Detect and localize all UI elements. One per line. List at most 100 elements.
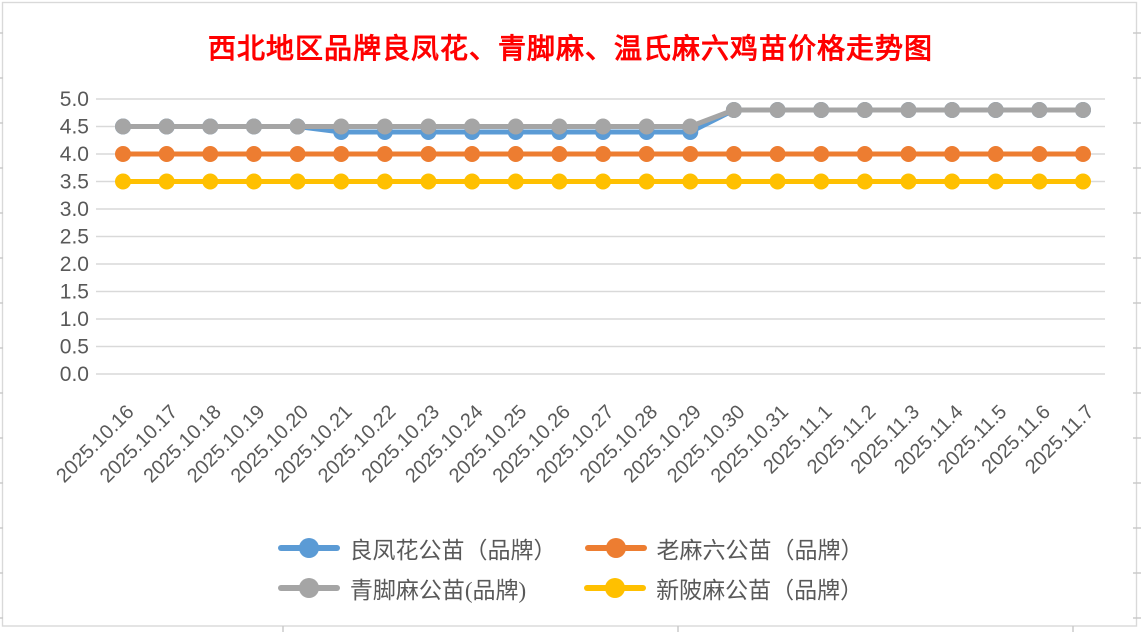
- data-point: [725, 146, 742, 162]
- legend-line-marker-icon: [277, 578, 340, 598]
- data-point: [376, 173, 393, 190]
- data-point: [813, 102, 830, 118]
- data-point: [202, 173, 219, 190]
- data-point: [289, 146, 306, 162]
- data-point: [769, 102, 786, 118]
- legend-label: 新陂麻公苗（品牌）: [656, 578, 864, 603]
- data-point: [245, 118, 262, 135]
- data-point: [507, 146, 524, 162]
- data-point: [289, 118, 306, 135]
- data-point: [944, 102, 961, 118]
- legend-label: 良凤花公苗（品牌）: [349, 538, 557, 563]
- legend-item-series-2: 青脚麻公苗(品牌): [277, 571, 527, 605]
- data-point: [813, 173, 830, 190]
- data-point: [856, 102, 873, 118]
- data-point: [1031, 102, 1048, 118]
- y-tick-label: 2.5: [60, 226, 89, 249]
- data-point: [551, 173, 568, 190]
- data-point: [638, 173, 655, 190]
- data-point: [856, 173, 873, 190]
- series-3: [115, 173, 1091, 190]
- data-point: [420, 173, 437, 190]
- data-point: [987, 102, 1004, 118]
- legend-line-marker-icon: [584, 538, 647, 558]
- legend-line-marker-icon: [584, 578, 647, 598]
- y-tick-label: 0.5: [60, 336, 89, 359]
- y-tick-label: 5.0: [60, 88, 89, 111]
- data-point: [158, 146, 175, 162]
- legend-label: 青脚麻公苗(品牌): [349, 578, 527, 603]
- y-tick-label: 1.0: [60, 308, 89, 331]
- data-point: [595, 173, 611, 190]
- legend-item-series-3: 新陂麻公苗（品牌）: [584, 571, 863, 605]
- y-tick-label: 3.5: [60, 171, 89, 194]
- y-tick-label: 0.0: [60, 363, 89, 386]
- data-point: [638, 118, 655, 135]
- series-lines: [115, 102, 1091, 190]
- data-point: [333, 173, 350, 190]
- data-point: [682, 146, 699, 162]
- y-tick-label: 4.5: [60, 116, 89, 139]
- legend-line-marker-icon: [277, 538, 340, 558]
- data-point: [595, 118, 611, 135]
- data-point: [1031, 146, 1048, 162]
- data-point: [551, 118, 568, 135]
- data-point: [725, 173, 742, 190]
- data-point: [900, 173, 917, 190]
- chart-title: 西北地区品牌良凤花、青脚麻、温氏麻六鸡苗价格走势图: [207, 34, 933, 65]
- data-point: [769, 173, 786, 190]
- data-point: [987, 146, 1004, 162]
- data-point: [376, 118, 393, 135]
- data-point: [464, 146, 481, 162]
- data-point: [464, 118, 481, 135]
- data-point: [464, 173, 481, 190]
- data-point: [1075, 146, 1091, 162]
- data-point: [944, 146, 961, 162]
- data-point: [900, 146, 917, 162]
- data-point: [245, 173, 262, 190]
- y-tick-label: 4.0: [60, 143, 89, 166]
- data-point: [682, 118, 699, 135]
- data-point: [856, 146, 873, 162]
- y-tick-label: 1.5: [60, 281, 89, 304]
- data-point: [1075, 173, 1091, 190]
- data-point: [900, 102, 917, 118]
- series-2: [115, 102, 1091, 135]
- data-point: [202, 118, 219, 135]
- legend-item-series-1: 老麻六公苗（品牌）: [584, 531, 864, 565]
- data-point: [1031, 173, 1048, 190]
- legend-dot-icon: [605, 578, 626, 598]
- data-point: [376, 146, 393, 162]
- legend-dot-icon: [298, 538, 319, 558]
- data-point: [507, 173, 524, 190]
- data-point: [1075, 102, 1091, 118]
- data-point: [158, 173, 175, 190]
- data-point: [987, 173, 1004, 190]
- legend: 良凤花公苗（品牌） 老麻六公苗（品牌） 青脚麻公苗(品牌) 新陂麻公苗（品牌）: [0, 528, 1141, 608]
- data-point: [245, 146, 262, 162]
- data-point: [333, 146, 350, 162]
- data-point: [158, 118, 175, 135]
- data-point: [333, 118, 350, 135]
- data-point: [769, 146, 786, 162]
- data-point: [115, 118, 131, 135]
- data-point: [725, 102, 742, 118]
- legend-row: 青脚麻公苗(品牌) 新陂麻公苗（品牌）: [277, 568, 863, 608]
- data-point: [813, 146, 830, 162]
- data-point: [289, 173, 306, 190]
- legend-dot-icon: [298, 578, 319, 598]
- data-point: [115, 173, 131, 190]
- x-axis-labels: 2025.10.162025.10.172025.10.182025.10.19…: [52, 401, 1098, 487]
- data-point: [202, 146, 219, 162]
- y-tick-label: 2.0: [60, 253, 89, 276]
- data-point: [551, 146, 568, 162]
- series-1: [115, 146, 1091, 162]
- data-point: [420, 146, 437, 162]
- gridlines: [96, 98, 1105, 375]
- legend-row: 良凤花公苗（品牌） 老麻六公苗（品牌）: [277, 528, 864, 568]
- legend-dot-icon: [605, 538, 626, 558]
- data-point: [944, 173, 961, 190]
- y-axis-labels: 0.0 0.5 1.0 1.5 2.0 2.5 3.0 3.5 4.0 4.5 5.0: [60, 88, 89, 386]
